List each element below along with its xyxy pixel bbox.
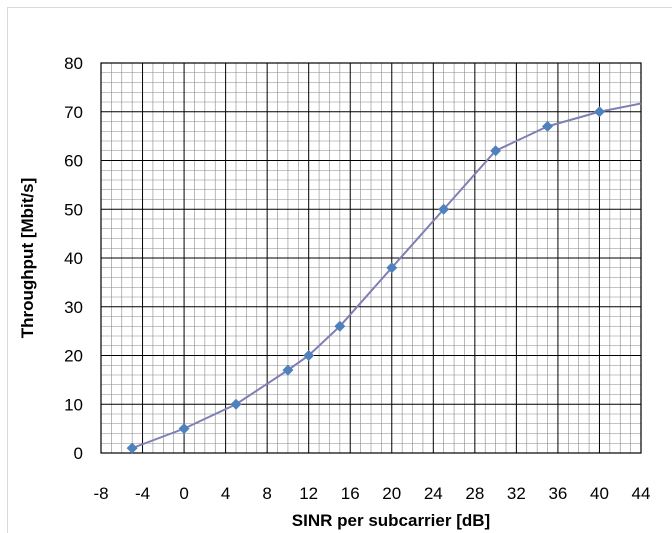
x-axis-title: SINR per subcarrier [dB] <box>292 511 490 530</box>
data-point-marker <box>303 350 315 361</box>
data-point-marker <box>593 106 605 118</box>
series-line <box>131 102 642 450</box>
y-axis-title: Throughput [Mbit/s] <box>18 178 37 339</box>
y-tick-label: 70 <box>64 103 83 122</box>
x-tick-label: 40 <box>590 484 609 503</box>
data-point-marker <box>230 398 242 410</box>
data-point-marker <box>334 320 346 332</box>
y-tick-label: 40 <box>64 249 83 268</box>
data-point-marker <box>126 442 138 454</box>
data-point-marker <box>178 423 190 435</box>
y-axis-tick-labels: 0 10 20 30 40 50 60 70 80 <box>64 54 83 463</box>
data-point-marker <box>386 262 398 274</box>
x-tick-label: 24 <box>424 484 443 503</box>
series-layer <box>126 102 642 454</box>
y-tick-label: 20 <box>64 347 83 366</box>
y-tick-label: 10 <box>64 395 83 414</box>
data-point-marker <box>282 364 294 376</box>
y-tick-label: 60 <box>64 152 83 171</box>
data-point-marker <box>542 120 554 132</box>
x-tick-label: 36 <box>548 484 567 503</box>
x-tick-label: 12 <box>299 484 318 503</box>
data-point-marker <box>490 145 502 157</box>
x-tick-label: 16 <box>341 484 360 503</box>
x-tick-label: 20 <box>382 484 401 503</box>
x-axis-tick-labels: -8 -4 0 4 8 12 16 20 24 28 32 36 40 44 <box>93 484 650 503</box>
y-tick-label: 80 <box>64 54 83 73</box>
y-tick-label: 30 <box>64 298 83 317</box>
x-tick-label: 44 <box>632 484 651 503</box>
y-tick-label: 50 <box>64 200 83 219</box>
x-tick-label: 8 <box>262 484 271 503</box>
x-tick-label: 28 <box>465 484 484 503</box>
x-tick-label: 4 <box>221 484 230 503</box>
y-tick-label: 0 <box>74 444 83 463</box>
x-tick-label: 32 <box>507 484 526 503</box>
x-tick-label: 0 <box>179 484 188 503</box>
x-tick-label: -8 <box>93 484 108 503</box>
plot-area-frame <box>100 62 642 454</box>
x-tick-label: -4 <box>135 484 150 503</box>
data-point-marker <box>438 203 450 215</box>
